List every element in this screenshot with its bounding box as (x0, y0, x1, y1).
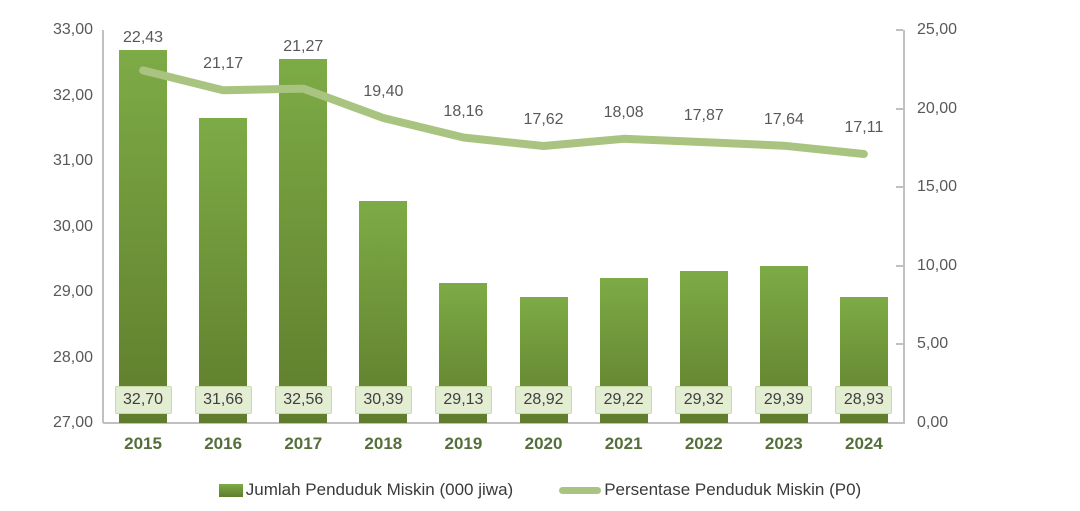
right-axis-line (903, 30, 905, 424)
legend-label-line-series: Persentase Penduduk Miskin (P0) (604, 480, 862, 499)
x-axis-label-2020: 2020 (524, 434, 563, 453)
right-axis-tick-label-1: 20,00 (917, 99, 958, 117)
left-axis-tick-label-4: 29,00 (52, 283, 93, 300)
bar-value-label-2024: 28,93 (835, 386, 893, 414)
bar-value-label-2020: 28,92 (515, 386, 573, 414)
bar-2022 (679, 271, 728, 423)
bottom-axis-line (103, 422, 905, 424)
bar-value-label-2022: 29,32 (675, 386, 733, 414)
bar-value-label-2015: 32,70 (114, 386, 172, 414)
legend-item-bar-series: Jumlah Penduduk Miskin (000 jiwa) (218, 480, 514, 500)
bar-2020 (519, 297, 568, 423)
x-axis-label-2022: 2022 (684, 434, 723, 453)
left-axis-tick-label-3: 30,00 (52, 217, 93, 235)
x-axis-label-2019: 2019 (444, 434, 483, 453)
line-value-label-2017: 21,27 (283, 37, 324, 55)
right-axis-tick-label-5: 0,00 (917, 414, 949, 431)
right-axis-tick-mark-1 (896, 107, 903, 110)
x-axis-label-2018: 2018 (364, 434, 403, 453)
percentage-line (139, 66, 868, 158)
legend: Jumlah Penduduk Miskin (000 jiwa) Persen… (0, 477, 1080, 503)
right-axis-tick-mark-0 (896, 29, 903, 31)
x-axis-label-2015: 2015 (124, 434, 162, 453)
line-value-label-2022: 17,87 (683, 107, 724, 125)
legend-label-bar-series: Jumlah Penduduk Miskin (000 jiwa) (245, 480, 514, 499)
bar-value-label-2017: 32,56 (274, 386, 332, 414)
bar-value-label-2016: 31,66 (194, 386, 252, 414)
bar-2017 (279, 58, 328, 423)
bar-value-label-2019: 29,13 (434, 386, 492, 414)
x-axis-label-2023: 2023 (764, 434, 803, 453)
right-axis-tick-label-4: 5,00 (917, 335, 949, 353)
line-value-label-2016: 21,17 (203, 55, 244, 73)
line-value-label-2015: 22,43 (123, 28, 164, 46)
right-axis-tick-label-3: 10,00 (917, 256, 958, 274)
x-axis-label-2016: 2016 (204, 434, 243, 453)
right-axis-tick-mark-2 (896, 186, 903, 189)
line-series-swatch-icon (559, 486, 602, 494)
line-value-label-2018: 19,40 (363, 83, 404, 101)
right-axis-tick-mark-4 (896, 343, 903, 346)
left-axis-line (102, 30, 104, 423)
left-axis-tick-label-5: 28,00 (52, 348, 93, 366)
left-axis-tick-label-6: 27,00 (52, 414, 93, 431)
bar-2023 (759, 266, 808, 423)
line-value-label-2020: 17,62 (523, 111, 564, 128)
bar-value-label-2018: 30,39 (354, 386, 412, 414)
bar-2015 (119, 49, 168, 423)
left-axis-tick-label-2: 31,00 (52, 152, 93, 169)
bar-series-swatch-icon (218, 483, 243, 497)
x-axis-label-2021: 2021 (604, 434, 643, 453)
x-axis-label-2017: 2017 (284, 434, 323, 453)
line-value-label-2024: 17,11 (844, 119, 884, 137)
bar-value-label-2021: 29,22 (595, 386, 653, 414)
line-value-label-2021: 18,08 (603, 103, 644, 121)
bar-2016 (199, 117, 248, 423)
left-axis-tick-label-1: 32,00 (52, 86, 93, 104)
x-axis-label-2024: 2024 (845, 434, 883, 453)
bar-2018 (359, 200, 408, 423)
bar-2024 (839, 296, 888, 423)
bar-2019 (439, 283, 488, 423)
left-axis-tick-label-0: 33,00 (52, 21, 93, 38)
bar-value-label-2023: 29,39 (755, 386, 813, 414)
line-value-label-2023: 17,64 (763, 110, 804, 128)
legend-item-line-series: Persentase Penduduk Miskin (P0) (559, 480, 861, 500)
line-value-label-2019: 18,16 (443, 102, 484, 120)
bar-2021 (599, 277, 648, 423)
right-axis-tick-label-0: 25,00 (917, 21, 958, 38)
right-axis-tick-mark-3 (896, 264, 903, 267)
right-axis-tick-label-2: 15,00 (917, 178, 958, 196)
